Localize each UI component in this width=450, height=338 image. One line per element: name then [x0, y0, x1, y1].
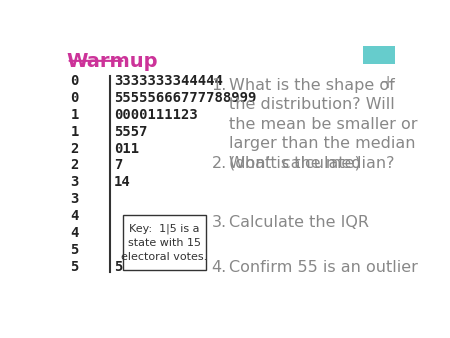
- Text: 3: 3: [71, 175, 79, 189]
- Text: 5: 5: [114, 260, 122, 274]
- Text: 2: 2: [71, 142, 79, 155]
- Text: 55555666777788999: 55555666777788999: [114, 91, 256, 105]
- Text: 3.: 3.: [212, 215, 226, 230]
- Text: 3: 3: [71, 192, 79, 206]
- FancyBboxPatch shape: [363, 46, 395, 64]
- Text: 5: 5: [71, 243, 79, 257]
- Text: Confirm 55 is an outlier: Confirm 55 is an outlier: [229, 261, 418, 275]
- FancyBboxPatch shape: [122, 215, 206, 270]
- Text: Calculate the IQR: Calculate the IQR: [229, 215, 369, 230]
- Text: 0: 0: [71, 74, 79, 88]
- Text: 7: 7: [114, 159, 122, 172]
- Text: +: +: [380, 73, 396, 92]
- Text: 1.: 1.: [212, 78, 227, 93]
- Text: 0: 0: [71, 91, 79, 105]
- Text: 3333333344444: 3333333344444: [114, 74, 223, 88]
- Text: What is the shape of
the distribution? Will
the mean be smaller or
larger than t: What is the shape of the distribution? W…: [229, 78, 418, 170]
- Text: 011: 011: [114, 142, 139, 155]
- Text: 2.: 2.: [212, 156, 227, 171]
- Text: 4: 4: [71, 226, 79, 240]
- Text: 1: 1: [71, 125, 79, 139]
- Text: What is the median?: What is the median?: [229, 156, 394, 171]
- Text: 4: 4: [71, 209, 79, 223]
- Text: 1: 1: [71, 108, 79, 122]
- Text: Warmup: Warmup: [67, 52, 158, 71]
- Text: Key:  1|5 is a
state with 15
electoral votes.: Key: 1|5 is a state with 15 electoral vo…: [121, 223, 207, 262]
- Text: 4.: 4.: [212, 261, 227, 275]
- Text: 14: 14: [114, 175, 130, 189]
- Text: 5: 5: [71, 260, 79, 274]
- Text: 2: 2: [71, 159, 79, 172]
- Text: 5557: 5557: [114, 125, 147, 139]
- Text: 0000111123: 0000111123: [114, 108, 198, 122]
